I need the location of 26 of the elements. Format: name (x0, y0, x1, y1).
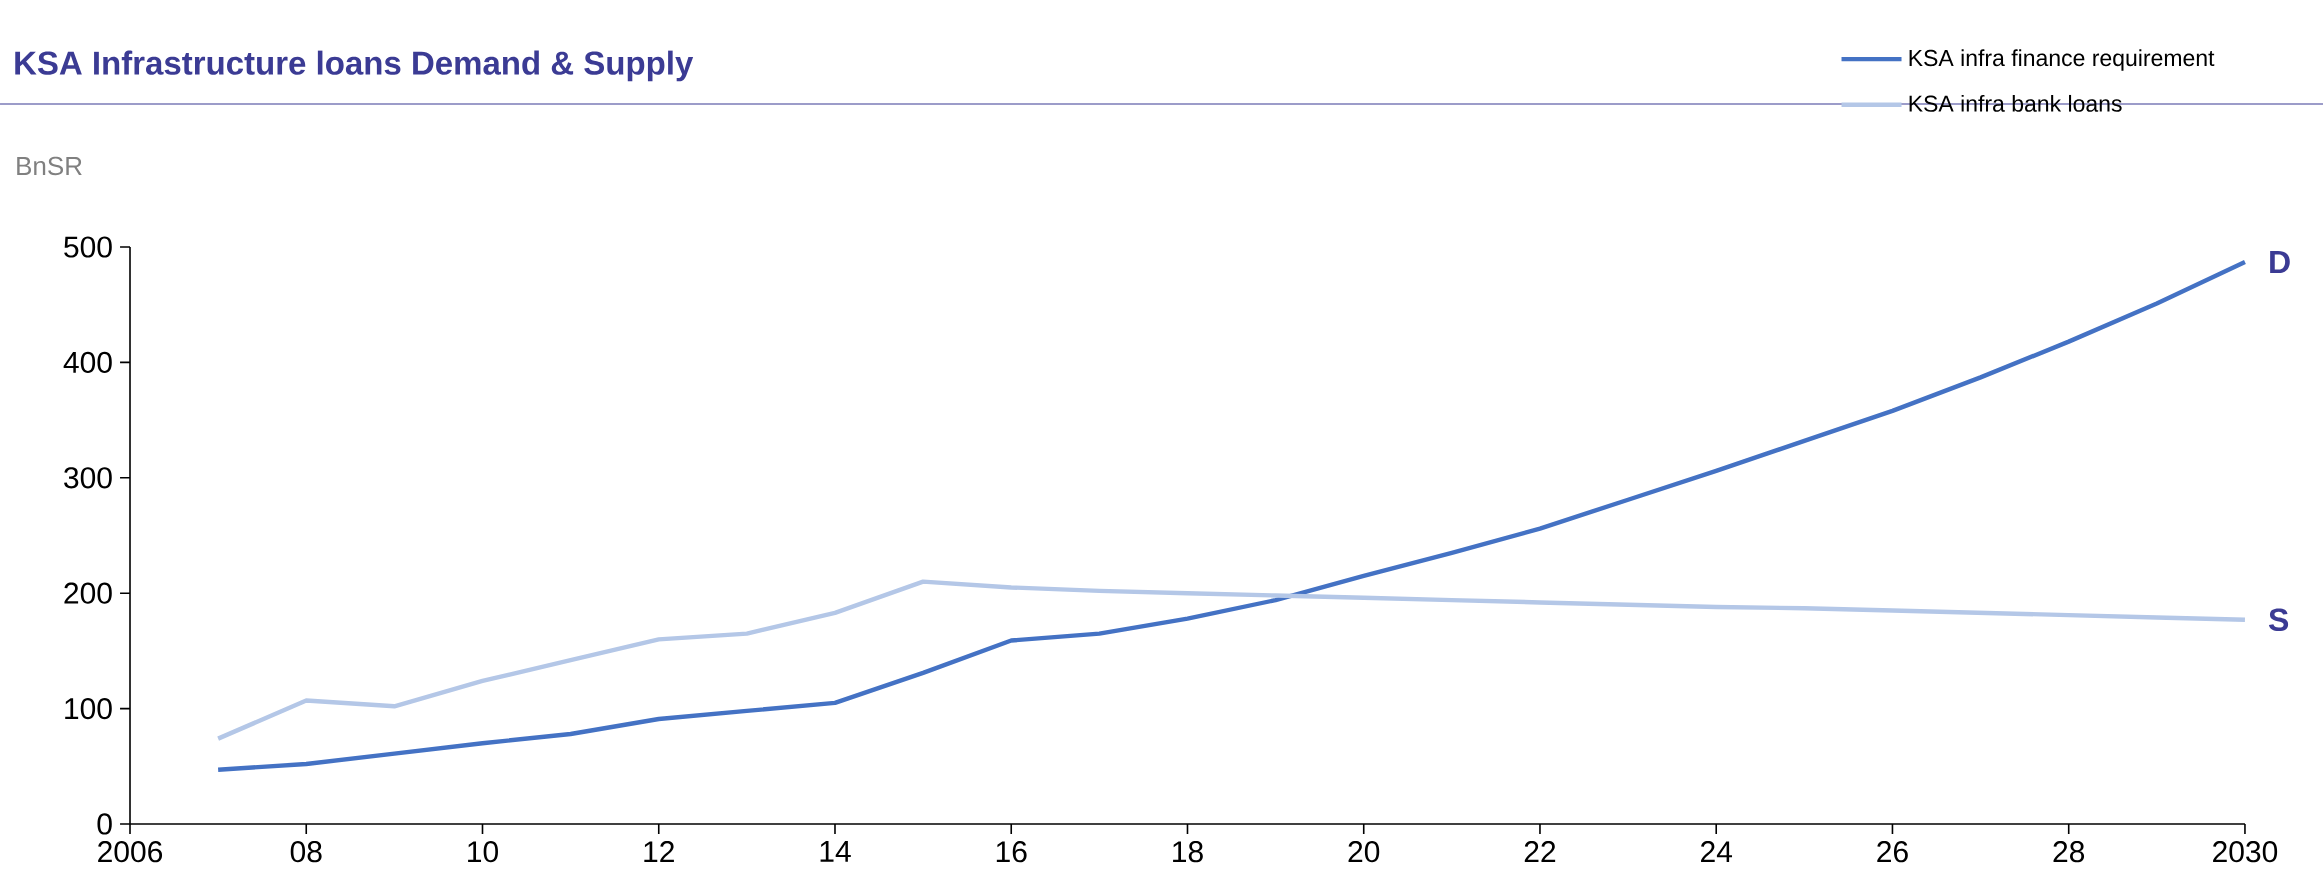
annotation: D (2270, 250, 2290, 274)
x-tick-label: 24 (1701, 841, 1733, 863)
y-tick-label: 0 (97, 813, 112, 835)
y-tick-label: 400 (63, 351, 112, 374)
y-axis-title: BnSR (17, 156, 82, 176)
legend-label: KSA infra bank loans (1909, 94, 2122, 112)
x-tick-label: 14 (820, 841, 851, 862)
x-tick-label: 2006 (98, 841, 163, 863)
x-tick-label: 22 (1524, 841, 1556, 863)
x-tick-label: 10 (468, 841, 498, 863)
legend-label: KSA infra finance requirement (1909, 49, 2215, 71)
x-tick-label: 26 (1877, 841, 1908, 863)
y-tick-label: 300 (64, 467, 112, 489)
line-series (215, 259, 2248, 772)
annotation: S (2268, 608, 2289, 632)
x-tick-label: 18 (1173, 841, 1203, 863)
x-tick-label: 16 (996, 841, 1027, 863)
x-tick-label: 08 (290, 841, 322, 863)
x-tick-label: 2030 (2213, 841, 2278, 863)
x-tick-label: 12 (644, 841, 674, 863)
x-tick-label: 28 (2053, 841, 2085, 863)
y-tick-label: 200 (64, 582, 112, 604)
y-tick-label: 100 (65, 697, 112, 720)
x-tick-label: 20 (1348, 841, 1380, 863)
y-tick-label: 500 (64, 236, 112, 258)
chart-title: KSA Infrastructure loans Demand & Supply (15, 50, 694, 82)
